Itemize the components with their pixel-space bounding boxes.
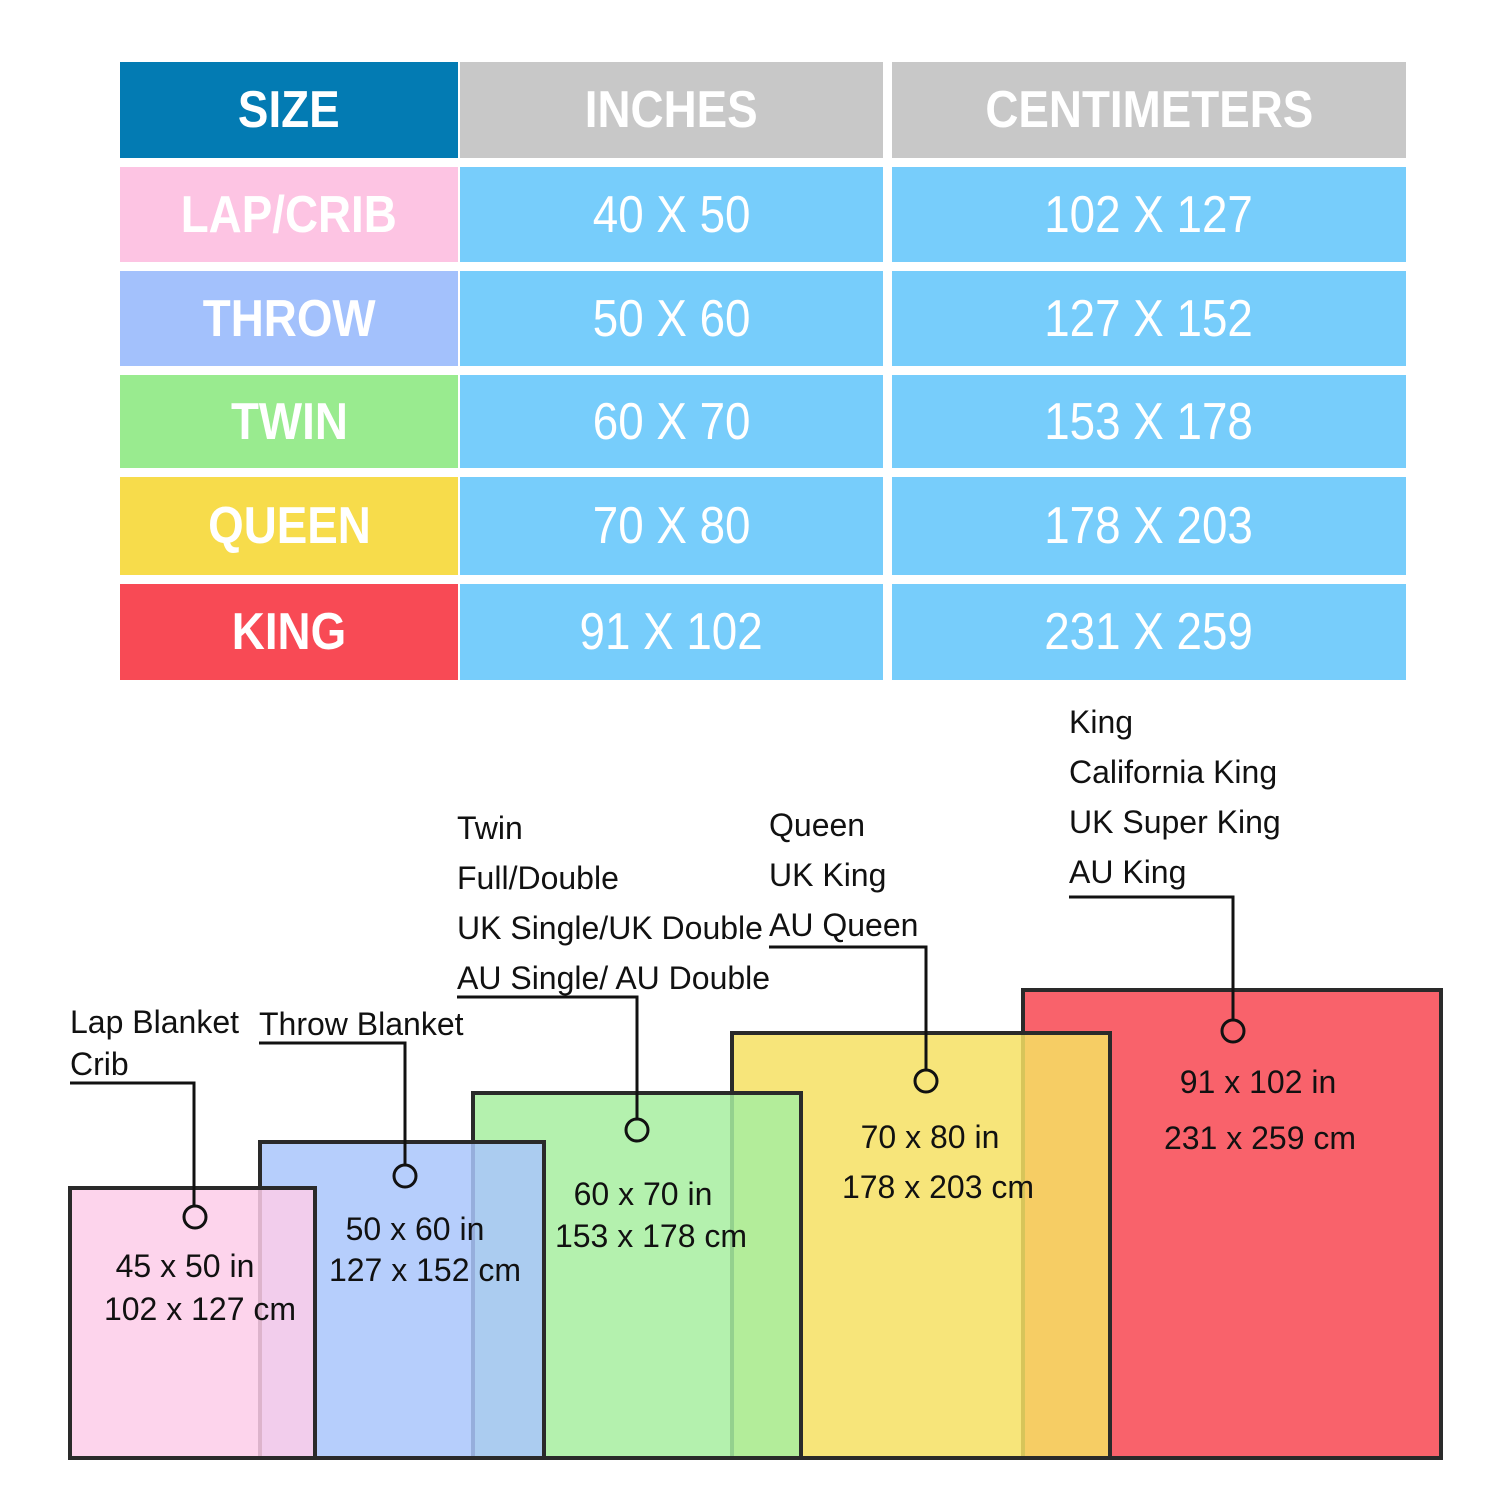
leader-marker-icon [913, 1068, 939, 1094]
bed-type-label: California King [1069, 754, 1277, 790]
leader-marker-icon [182, 1204, 208, 1230]
bed-type-label: Crib [70, 1046, 129, 1082]
table-cell-cm: 178 X 203 [892, 477, 1406, 575]
table-cell-inches: 91 X 102 [460, 584, 883, 680]
table-cell-text: 50 X 60 [592, 289, 751, 348]
table-cell-text: 231 X 259 [1044, 603, 1254, 661]
bed-type-label: Throw Blanket [259, 1006, 464, 1042]
blanket-size-inches: 70 x 80 in [861, 1119, 1000, 1155]
table-cell-cm: 127 X 152 [892, 271, 1406, 366]
blanket-size-cm: 231 x 259 cm [1164, 1120, 1356, 1156]
bed-type-label: King [1069, 704, 1133, 740]
bed-type-label: Twin [457, 810, 523, 846]
leader-line [70, 1081, 196, 1206]
header-inches-label: INCHES [585, 81, 758, 139]
table-cell-text: 153 X 178 [1044, 392, 1254, 451]
blanket-size-cm: 178 x 203 cm [842, 1169, 1034, 1205]
header-inches: INCHES [460, 62, 883, 158]
table-cell-size: LAP/CRIB [120, 167, 458, 262]
leader-line [769, 945, 928, 1070]
table-cell-text: 91 X 102 [579, 603, 764, 661]
bed-type-label: AU Queen [769, 907, 918, 943]
table-cell-text: 178 X 203 [1044, 497, 1254, 555]
table-cell-inches: 50 X 60 [460, 271, 883, 366]
header-size: SIZE [120, 62, 458, 158]
table-cell-text: TWIN [230, 392, 348, 451]
bed-type-label: UK Super King [1069, 804, 1281, 840]
blanket-size-inches: 50 x 60 in [346, 1211, 485, 1247]
table-cell-text: QUEEN [207, 497, 371, 555]
table-cell-cm: 102 X 127 [892, 167, 1406, 262]
table-cell-inches: 60 X 70 [460, 375, 883, 468]
bed-type-label: Lap Blanket [70, 1004, 239, 1040]
table-cell-size: KING [120, 584, 458, 680]
table-cell-cm: 153 X 178 [892, 375, 1406, 468]
blanket-size-inches: 60 x 70 in [574, 1176, 713, 1212]
blanket-size-inches: 91 x 102 in [1180, 1064, 1337, 1100]
table-cell-text: 40 X 50 [592, 185, 751, 244]
blanket-size-cm: 153 x 178 cm [555, 1218, 747, 1254]
leader-marker-icon [1220, 1018, 1246, 1044]
blanket-size-cm: 102 x 127 cm [104, 1291, 296, 1327]
bed-type-label: Queen [769, 807, 865, 843]
table-cell-size: THROW [120, 271, 458, 366]
table-cell-size: TWIN [120, 375, 458, 468]
bed-type-label: Full/Double [457, 860, 619, 896]
leader-marker-icon [392, 1163, 418, 1189]
bed-type-label: AU Single/ AU Double [457, 960, 770, 996]
leader-line [457, 995, 639, 1119]
table-cell-text: LAP/CRIB [180, 185, 398, 244]
bed-type-label: AU King [1069, 854, 1186, 890]
table-cell-text: KING [231, 603, 347, 661]
header-size-label: SIZE [238, 81, 340, 139]
bed-type-label: UK King [769, 857, 886, 893]
table-cell-text: 102 X 127 [1044, 185, 1254, 244]
table-cell-inches: 70 X 80 [460, 477, 883, 575]
leader-line [259, 1041, 407, 1165]
header-cm-label: CENTIMETERS [985, 81, 1313, 139]
header-centimeters: CENTIMETERS [892, 62, 1406, 158]
table-cell-size: QUEEN [120, 477, 458, 575]
table-cell-text: 60 X 70 [592, 392, 751, 451]
table-cell-text: 70 X 80 [592, 497, 751, 555]
bed-type-label: UK Single/UK Double [457, 910, 763, 946]
table-cell-text: THROW [202, 289, 376, 348]
blanket-size-inches: 45 x 50 in [116, 1248, 255, 1284]
leader-line [1069, 895, 1235, 1020]
leader-marker-icon [624, 1117, 650, 1143]
table-cell-text: 127 X 152 [1044, 289, 1254, 348]
table-cell-inches: 40 X 50 [460, 167, 883, 262]
table-cell-cm: 231 X 259 [892, 584, 1406, 680]
blanket-size-cm: 127 x 152 cm [329, 1252, 521, 1288]
